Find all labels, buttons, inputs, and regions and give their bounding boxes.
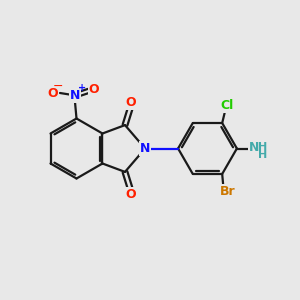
Text: O: O — [125, 96, 136, 109]
Text: N: N — [140, 142, 150, 155]
Text: N: N — [70, 89, 80, 102]
Text: O: O — [125, 188, 136, 201]
Text: O: O — [48, 86, 58, 100]
Text: Cl: Cl — [221, 99, 234, 112]
Text: N: N — [249, 141, 259, 154]
Text: H: H — [258, 142, 268, 152]
Text: O: O — [88, 83, 99, 96]
Text: +: + — [77, 83, 86, 93]
Text: Br: Br — [220, 185, 235, 198]
Text: −: − — [53, 80, 63, 93]
Text: H: H — [258, 150, 268, 160]
